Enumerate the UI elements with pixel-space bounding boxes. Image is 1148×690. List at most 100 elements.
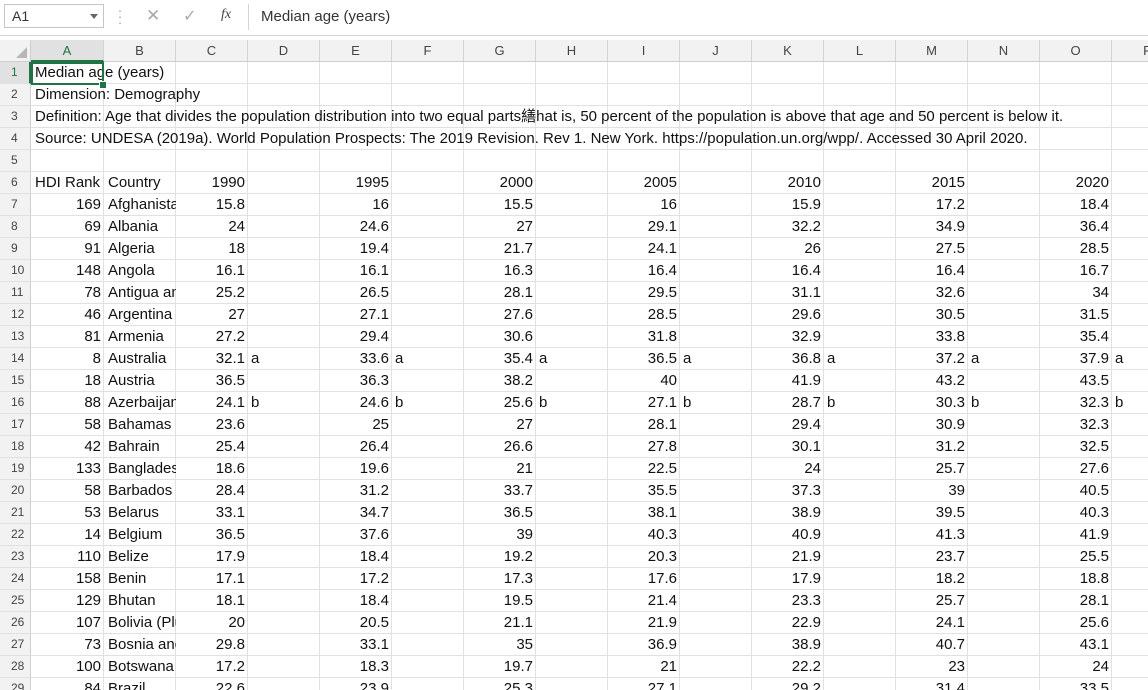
row-header-12[interactable]: 12 <box>0 304 31 326</box>
row-header-8[interactable]: 8 <box>0 216 31 238</box>
value-cell-2020[interactable]: 28.1 <box>1079 592 1109 609</box>
country-cell[interactable]: Angola <box>108 262 155 279</box>
column-header-d[interactable]: D <box>248 40 320 62</box>
country-cell[interactable]: Benin <box>108 570 147 587</box>
value-cell-1990[interactable]: 25.4 <box>215 438 245 455</box>
value-cell-1995[interactable]: 17.2 <box>359 570 389 587</box>
column-header-h[interactable]: H <box>536 40 608 62</box>
value-cell-2005[interactable]: 27.1 <box>647 680 677 690</box>
value-cell-2015[interactable]: 23.7 <box>935 548 965 565</box>
column-header-n[interactable]: N <box>968 40 1040 62</box>
table-header-cell[interactable]: HDI Rank <box>35 174 101 191</box>
value-cell-2010[interactable]: 26 <box>804 240 821 257</box>
value-cell-2020[interactable]: 33.5 <box>1079 680 1109 690</box>
hdi-rank-cell[interactable]: 58 <box>84 482 101 499</box>
value-cell-2005[interactable]: 16 <box>660 196 677 213</box>
value-cell-2020[interactable]: 43.5 <box>1079 372 1109 389</box>
table-header-cell[interactable]: 2020 <box>1075 174 1109 191</box>
hdi-rank-cell[interactable]: 110 <box>77 548 101 565</box>
value-cell-2005[interactable]: 28.5 <box>647 306 677 323</box>
value-cell-2020[interactable]: 25.5 <box>1079 548 1109 565</box>
value-cell-2000[interactable]: 17.3 <box>503 570 533 587</box>
value-cell-2000[interactable]: 39 <box>516 526 533 543</box>
value-cell-2020[interactable]: 41.9 <box>1079 526 1109 543</box>
value-cell-2015[interactable]: 30.3 <box>935 394 965 411</box>
row-header-10[interactable]: 10 <box>0 260 31 282</box>
hdi-rank-cell[interactable]: 88 <box>84 394 101 411</box>
value-cell-2015[interactable]: 30.5 <box>935 306 965 323</box>
note-cell[interactable]: b <box>1115 394 1124 411</box>
value-cell-2005[interactable]: 24.1 <box>647 240 677 257</box>
value-cell-1995[interactable]: 26.4 <box>359 438 389 455</box>
formula-input[interactable]: Median age (years) <box>261 8 391 25</box>
value-cell-2015[interactable]: 17.2 <box>935 196 965 213</box>
value-cell-2015[interactable]: 30.9 <box>935 416 965 433</box>
row-header-27[interactable]: 27 <box>0 634 31 656</box>
country-cell[interactable]: Antigua and Barbuda <box>108 284 176 301</box>
row-header-14[interactable]: 14 <box>0 348 31 370</box>
hdi-rank-cell[interactable]: 129 <box>75 592 101 609</box>
value-cell-1995[interactable]: 20.5 <box>359 614 389 631</box>
value-cell-2015[interactable]: 18.2 <box>935 570 965 587</box>
row-header-24[interactable]: 24 <box>0 568 31 590</box>
value-cell-2005[interactable]: 27.1 <box>647 394 677 411</box>
value-cell-1995[interactable]: 27.1 <box>359 306 389 323</box>
value-cell-2020[interactable]: 43.1 <box>1079 636 1109 653</box>
value-cell-2005[interactable]: 20.3 <box>647 548 677 565</box>
row-header-6[interactable]: 6 <box>0 172 31 194</box>
value-cell-1990[interactable]: 36.5 <box>215 526 245 543</box>
value-cell-1995[interactable]: 24.6 <box>359 218 389 235</box>
value-cell-2015[interactable]: 43.2 <box>935 372 965 389</box>
header-line-3[interactable]: Definition: Age that divides the populat… <box>35 108 1064 125</box>
hdi-rank-cell[interactable]: 78 <box>84 284 101 301</box>
value-cell-2000[interactable]: 27 <box>516 218 533 235</box>
hdi-rank-cell[interactable]: 53 <box>84 504 101 521</box>
value-cell-2015[interactable]: 31.4 <box>935 680 965 690</box>
value-cell-1990[interactable]: 23.6 <box>215 416 245 433</box>
value-cell-2010[interactable]: 16.4 <box>791 262 821 279</box>
hdi-rank-cell[interactable]: 73 <box>84 636 101 653</box>
note-cell[interactable]: a <box>251 350 260 367</box>
value-cell-2000[interactable]: 35 <box>516 636 533 653</box>
country-cell[interactable]: Australia <box>108 350 167 367</box>
country-cell[interactable]: Argentina <box>108 306 173 323</box>
country-cell[interactable]: Brazil <box>108 680 146 690</box>
hdi-rank-cell[interactable]: 133 <box>75 460 101 477</box>
value-cell-2020[interactable]: 40.5 <box>1079 482 1109 499</box>
value-cell-2020[interactable]: 18.8 <box>1079 570 1109 587</box>
hdi-rank-cell[interactable]: 84 <box>84 680 101 690</box>
value-cell-2015[interactable]: 24.1 <box>935 614 965 631</box>
row-header-11[interactable]: 11 <box>0 282 31 304</box>
value-cell-2010[interactable]: 30.1 <box>791 438 821 455</box>
value-cell-2015[interactable]: 39.5 <box>935 504 965 521</box>
value-cell-2005[interactable]: 22.5 <box>647 460 677 477</box>
value-cell-2020[interactable]: 24 <box>1092 658 1109 675</box>
name-box[interactable]: A1 <box>4 4 104 28</box>
row-header-5[interactable]: 5 <box>0 150 31 172</box>
table-header-cell[interactable]: 2005 <box>643 174 677 191</box>
value-cell-2000[interactable]: 27.6 <box>503 306 533 323</box>
row-header-29[interactable]: 29 <box>0 678 31 690</box>
value-cell-2000[interactable]: 19.5 <box>503 592 533 609</box>
value-cell-2015[interactable]: 31.2 <box>935 438 965 455</box>
value-cell-1990[interactable]: 17.2 <box>215 658 245 675</box>
row-header-22[interactable]: 22 <box>0 524 31 546</box>
value-cell-2020[interactable]: 28.5 <box>1079 240 1109 257</box>
country-cell[interactable]: Barbados <box>108 482 173 499</box>
value-cell-2000[interactable]: 27 <box>516 416 533 433</box>
value-cell-2015[interactable]: 25.7 <box>935 592 965 609</box>
value-cell-1990[interactable]: 29.8 <box>215 636 245 653</box>
value-cell-2010[interactable]: 36.8 <box>791 350 821 367</box>
value-cell-1995[interactable]: 33.1 <box>359 636 389 653</box>
value-cell-2010[interactable]: 37.3 <box>791 482 821 499</box>
value-cell-1995[interactable]: 18.3 <box>359 658 389 675</box>
value-cell-2020[interactable]: 32.3 <box>1079 394 1109 411</box>
value-cell-2000[interactable]: 38.2 <box>503 372 533 389</box>
note-cell[interactable]: b <box>971 394 980 411</box>
value-cell-2000[interactable]: 33.7 <box>503 482 533 499</box>
value-cell-2015[interactable]: 16.4 <box>935 262 965 279</box>
value-cell-2020[interactable]: 16.7 <box>1079 262 1109 279</box>
value-cell-2015[interactable]: 23 <box>948 658 965 675</box>
row-header-16[interactable]: 16 <box>0 392 31 414</box>
column-header-o[interactable]: O <box>1040 40 1112 62</box>
